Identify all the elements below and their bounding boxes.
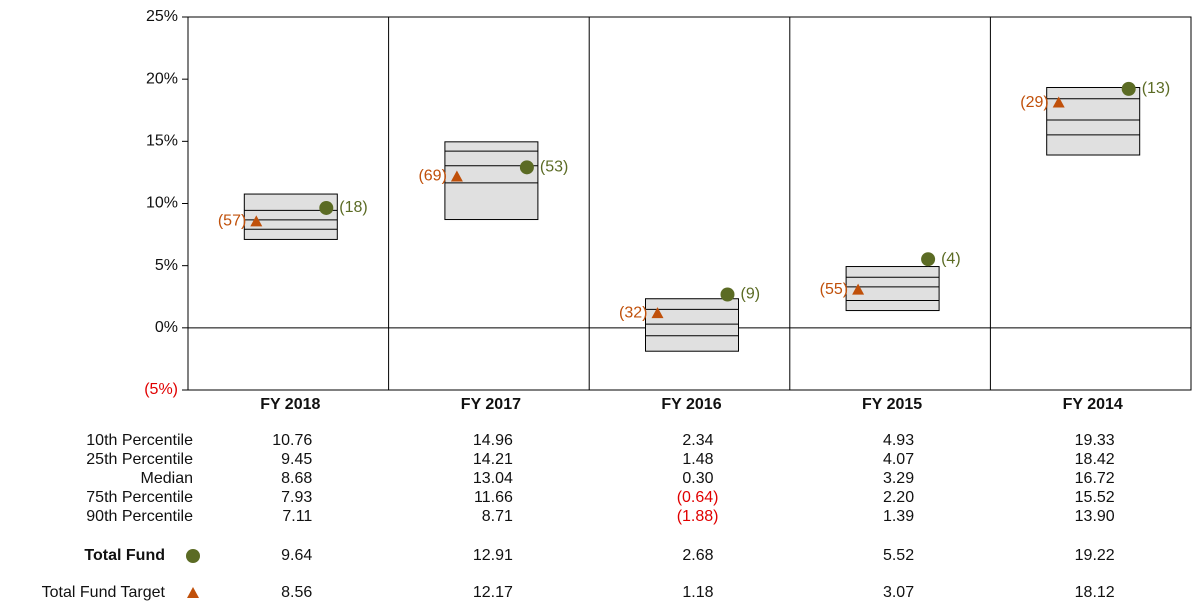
table-value: 0.30	[682, 470, 713, 487]
table-value: 7.11	[282, 508, 312, 525]
percentile-box	[1046, 86, 1141, 156]
y-tick-label: 25%	[146, 8, 178, 25]
table-value: 4.93	[883, 432, 914, 449]
table-value: 14.21	[473, 451, 513, 468]
table-value: 19.33	[1075, 432, 1115, 449]
legend-marker	[186, 549, 200, 563]
table-value: 8.56	[281, 584, 312, 601]
row-label: 90th Percentile	[86, 508, 193, 525]
table-value: 1.18	[682, 584, 713, 601]
target-marker	[250, 215, 263, 227]
rank-label: (53)	[540, 159, 568, 176]
rank-label: (55)	[820, 281, 848, 298]
rank-label: (57)	[218, 213, 246, 230]
fund-marker	[921, 252, 936, 267]
rank-label: (13)	[1142, 80, 1170, 97]
y-tick-label: 10%	[146, 195, 178, 212]
table-value: 8.71	[482, 508, 513, 525]
table-value: 15.52	[1075, 489, 1115, 506]
table-value: 5.52	[883, 547, 914, 564]
percentile-box	[645, 298, 739, 352]
rank-label: (69)	[418, 168, 446, 185]
row-label: 10th Percentile	[86, 432, 193, 449]
legend-marker	[187, 587, 199, 598]
table-value: 16.72	[1075, 470, 1115, 487]
target-marker	[1052, 96, 1065, 108]
table-value: 3.29	[883, 470, 914, 487]
category-label: FY 2017	[461, 396, 521, 413]
table-value: 12.17	[473, 584, 513, 601]
table-value: 18.12	[1075, 584, 1115, 601]
y-tick-label: 15%	[146, 133, 178, 150]
y-tick-label: 5%	[155, 257, 178, 274]
fund-marker	[319, 200, 334, 215]
table-value: (1.88)	[677, 508, 719, 525]
table-value: 8.68	[281, 470, 312, 487]
table-value: 4.07	[883, 451, 914, 468]
table-value: 18.42	[1075, 451, 1115, 468]
table-value: 13.90	[1075, 508, 1115, 525]
row-label: 75th Percentile	[86, 489, 193, 506]
table-value: 19.22	[1075, 547, 1115, 564]
table-value: 2.20	[883, 489, 914, 506]
rank-label: (18)	[339, 199, 367, 216]
row-label: 25th Percentile	[86, 451, 193, 468]
table-value: 3.07	[883, 584, 914, 601]
table-value: 9.64	[281, 547, 312, 564]
row-label: Total Fund	[84, 547, 165, 564]
table-value: 9.45	[281, 451, 312, 468]
table-value: 1.39	[883, 508, 914, 525]
y-tick-label: 0%	[155, 319, 178, 336]
table-value: 2.34	[682, 432, 713, 449]
row-label: Total Fund Target	[42, 584, 166, 601]
category-label: FY 2016	[661, 396, 721, 413]
fund-marker	[1121, 81, 1136, 96]
category-label: FY 2015	[862, 396, 922, 413]
row-label: Median	[141, 470, 193, 487]
table-value: 13.04	[473, 470, 513, 487]
rank-label: (4)	[941, 250, 961, 267]
table-value: 14.96	[473, 432, 513, 449]
table-value: 12.91	[473, 547, 513, 564]
table-value: (0.64)	[677, 489, 719, 506]
rank-label: (9)	[741, 286, 761, 303]
table-value: 1.48	[682, 451, 713, 468]
target-marker	[852, 283, 865, 295]
rank-label: (32)	[619, 304, 647, 321]
target-marker	[450, 170, 463, 182]
category-label: FY 2014	[1063, 396, 1123, 413]
percentile-box	[243, 193, 338, 240]
table-value: 2.68	[682, 547, 713, 564]
rank-label: (29)	[1020, 94, 1048, 111]
category-label: FY 2018	[260, 396, 320, 413]
table-value: 10.76	[272, 432, 312, 449]
target-marker	[651, 307, 664, 319]
table-value: 11.66	[474, 489, 513, 506]
y-tick-label: 20%	[146, 70, 178, 87]
table-value: 7.93	[281, 489, 312, 506]
fund-marker	[720, 287, 735, 302]
y-tick-label: (5%)	[144, 381, 178, 398]
fund-marker	[519, 160, 534, 175]
percentile-box	[845, 266, 940, 312]
